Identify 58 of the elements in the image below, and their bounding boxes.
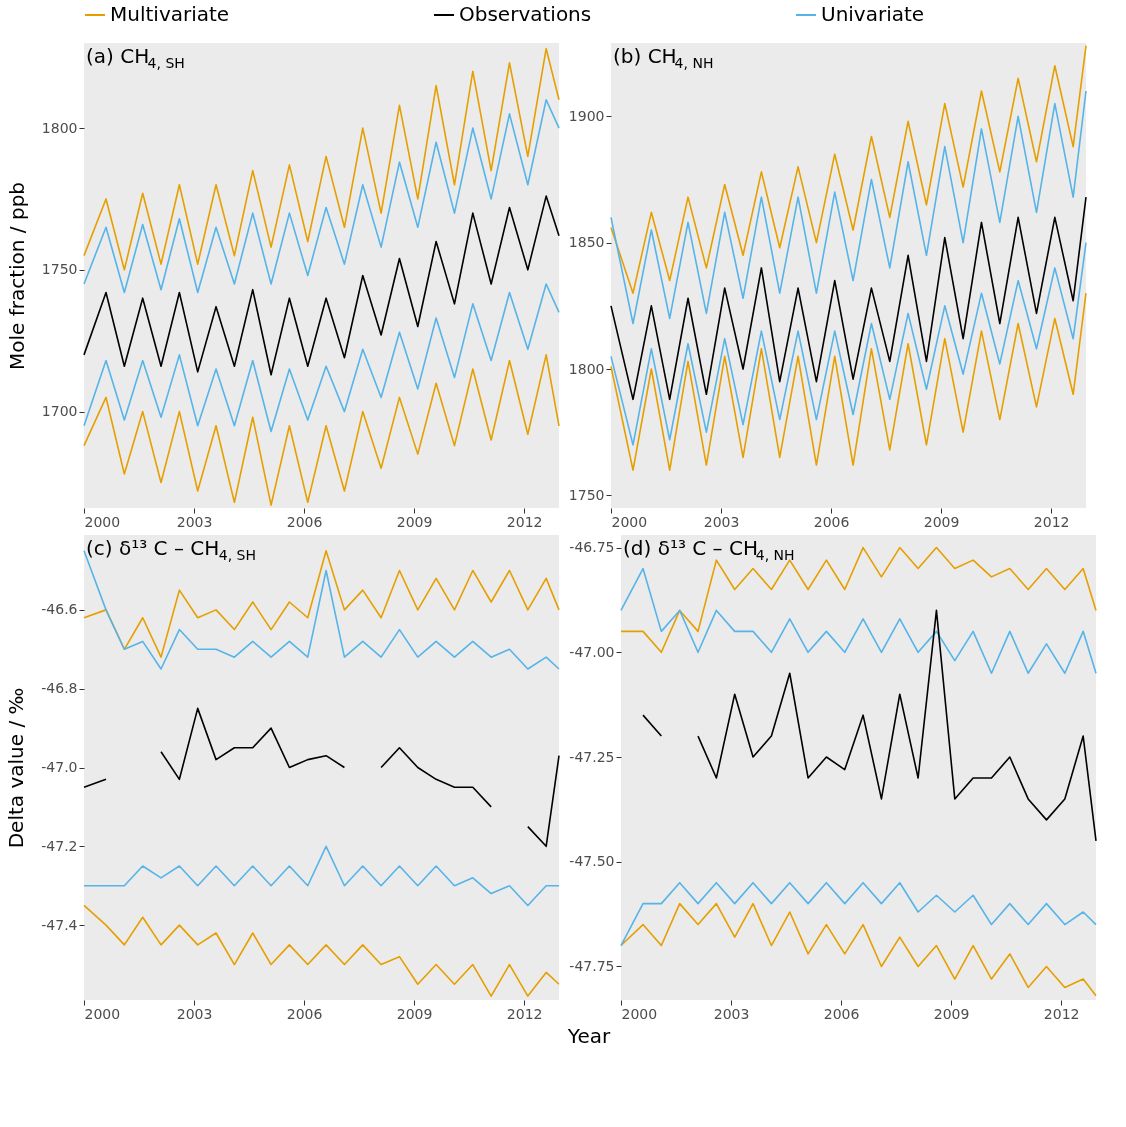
x-tick-label: 2003 xyxy=(176,1005,213,1022)
line-series xyxy=(610,90,1087,325)
x-tick-label: 2000 xyxy=(84,1005,121,1022)
line-series xyxy=(620,902,1097,997)
line-series xyxy=(83,904,560,997)
line-series xyxy=(83,283,560,433)
x-tick-label: 2006 xyxy=(813,513,850,530)
y-tick-label: -46.6 xyxy=(41,601,78,618)
line-series xyxy=(620,881,1097,947)
legend-label: Observations xyxy=(459,2,592,26)
y-tick-label: 1800 xyxy=(41,119,78,136)
x-tick-label: 2012 xyxy=(506,513,543,530)
legend-label: Multivariate xyxy=(110,2,230,26)
line-series xyxy=(83,845,560,907)
line-series xyxy=(610,241,1087,446)
y-tick-label: -47.0 xyxy=(41,759,78,775)
y-tick-label: -47.75 xyxy=(569,957,615,974)
y-tick-label: -47.00 xyxy=(569,643,615,660)
x-tick-label: 2006 xyxy=(286,513,323,530)
x-tick-label: 2012 xyxy=(1043,1005,1080,1022)
y-tick-label: -46.75 xyxy=(569,539,615,556)
y-axis-title: Mole fraction / ppb xyxy=(4,181,29,371)
legend-label: Univariate xyxy=(821,2,925,26)
line-series xyxy=(610,292,1087,471)
line-series xyxy=(83,47,560,271)
y-tick-label: 1800 xyxy=(568,360,605,377)
line-series xyxy=(610,196,1087,401)
x-tick-label: 2003 xyxy=(703,513,740,530)
y-tick-label: 1900 xyxy=(568,107,605,124)
line-series xyxy=(83,354,560,506)
y-tick-label: 1700 xyxy=(41,403,78,420)
x-tick-label: 2009 xyxy=(396,1005,433,1022)
x-tick-label: 2006 xyxy=(823,1005,860,1022)
x-tick-label: 2003 xyxy=(176,513,213,530)
y-tick-label: 1750 xyxy=(568,486,605,503)
x-tick-label: 2009 xyxy=(396,513,433,530)
x-tick-label: 2000 xyxy=(621,1005,658,1022)
y-tick-label: -47.25 xyxy=(569,748,615,765)
x-tick-label: 2009 xyxy=(923,513,960,530)
x-tick-label: 2000 xyxy=(611,513,648,530)
x-tick-label: 2003 xyxy=(713,1005,750,1022)
y-tick-label: 1750 xyxy=(41,261,78,278)
y-axis-title: Delta value / ‰ xyxy=(4,687,29,849)
x-tick-label: 2009 xyxy=(933,1005,970,1022)
y-tick-label: -46.8 xyxy=(41,680,78,697)
y-tick-label: -47.50 xyxy=(569,853,615,870)
x-tick-label: 2012 xyxy=(506,1005,543,1022)
line-series xyxy=(83,98,560,294)
line-series xyxy=(83,195,560,376)
line-series xyxy=(620,567,1097,675)
x-tick-label: 2000 xyxy=(84,513,121,530)
line-series xyxy=(610,44,1087,294)
x-tick-label: 2006 xyxy=(286,1005,323,1022)
x-tick-label: 2012 xyxy=(1033,513,1070,530)
y-tick-label: -47.2 xyxy=(41,837,78,854)
y-tick-label: 1850 xyxy=(568,234,605,251)
y-tick-label: -47.4 xyxy=(41,916,78,933)
x-axis-title: Year xyxy=(566,1024,611,1048)
